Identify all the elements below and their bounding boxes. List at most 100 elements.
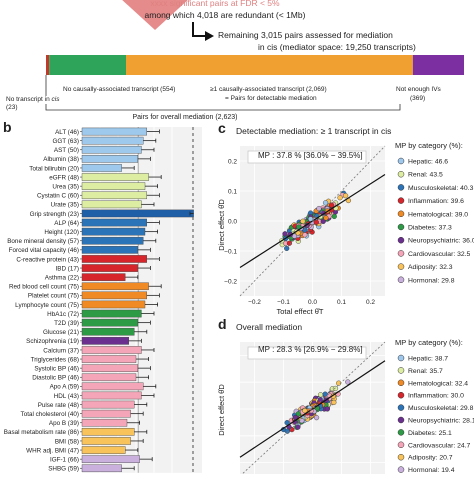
bar-19 [81,300,146,309]
overall-bracket [45,104,401,111]
scatter-c: −0.2 −0.1 0.0 0.1 0.2 0.2 0.1 0.0 −0.1 −0.2 [224,145,386,306]
bar-label-37: SHBG (59) [48,466,79,473]
bar-label-35: WHR adj. BMI (47) [26,447,79,454]
bar-label-14: C-reactive protein (43) [16,256,79,263]
legendD-item-4: Musculoskeletal: 29.8 [408,405,474,412]
bar-22 [81,327,135,336]
legendC-swatch-5 [397,223,405,231]
legendC-item-5: Diabetes: 37.3 [408,225,452,232]
label-no-transcript-count: (23) [6,104,18,111]
bar-13 [81,246,138,254]
bar-label-28: Apo A (59) [50,384,79,391]
bar-3 [81,155,138,163]
legendC-item-1: Renal: 43.5 [408,172,443,179]
bar-label-9: Grip strength (23) [30,211,79,218]
bar-label-34: BMI (58) [55,438,79,445]
legend-c: Hepatic: 46.6 Renal: 43.5 Musculoskeletal:… [397,157,474,284]
legendC-swatch-3 [397,197,405,204]
scatterC-point [313,219,319,225]
panel-c-mp: MP : 37.8 % [36.0% − 39.5%] [258,151,363,160]
bar-5 [81,173,149,181]
legendC-swatch-0 [397,157,405,165]
bar-24 [81,346,142,354]
bar-35 [81,446,126,454]
legendC-item-7: Cardiovascular: 32.5 [408,251,471,258]
scatterC-point [286,240,293,246]
legend-d: Hepatic: 38.7 Renal: 35.7 Hematological: 3… [397,354,474,474]
scatterC-xtick-0: −0.2 [248,299,261,306]
scatterD-point [302,408,308,414]
scatterC-ytick-1: 0.1 [228,189,237,196]
scatterC-ytick-0: 0.2 [228,159,237,166]
scatterC-point [331,213,337,220]
bar-label-36: IGF-1 (66) [50,456,79,463]
panel-a-line3: Remaining 3,015 pairs assessed for media… [218,30,393,40]
label-causal-2: = Pairs for detectable mediation [225,95,317,102]
bar-23 [81,337,129,345]
scatterC-identity-line [239,145,386,297]
legendD-item-7: Cardiovascular: 24.7 [408,442,471,449]
bar-label-16: Asthma (22) [45,274,79,281]
label-no-causal: No causally-associated transcript (554) [63,86,175,93]
bar-2 [81,145,142,154]
bar-7 [81,191,148,200]
panel-c-letter: c [218,120,226,136]
bar-label-11: Height (120) [44,229,79,236]
bar-label-3: Albumin (38) [43,156,79,163]
legendD-swatch-1 [397,367,405,374]
scatterD-point [345,379,351,385]
panel-d-letter: d [218,316,227,332]
bar-0 [81,127,148,136]
panel-d-ylabel: Direct effect θ̂D [217,384,226,436]
legendC-item-6: Neuropsychiatric: 36.0 [408,238,474,245]
legendD-item-0: Hepatic: 38.7 [408,356,448,363]
bar-29 [81,391,142,400]
bar-1 [81,136,144,145]
legendD-item-6: Diabetes: 25.1 [408,430,452,437]
scatterD-mp-box [247,346,367,360]
bar-37 [81,464,122,473]
bar-label-8: Urate (35) [51,202,79,209]
bar-label-18: Platelet count (75) [28,293,79,300]
bar-segment-3 [412,55,464,75]
legendC-swatch-6 [397,236,405,244]
bar-33 [81,428,135,436]
bar-9 [81,209,194,218]
scatterC-point [322,200,329,206]
bar-26 [81,364,138,372]
bar-label-12: Bone mineral density (57) [7,238,79,245]
bar-label-0: ALT (46) [55,129,79,136]
bar-20 [81,309,142,318]
legendD-item-5: Neuropsychiatric: 28.1 [408,418,474,425]
panel-a-line2: among which 4,018 are redundant (< 1Mb) [145,10,306,20]
bar-14 [81,255,148,263]
bar-4 [81,164,122,172]
panel-a-line4: in cis (mediator space: 19,250 transcrip… [258,42,416,52]
bar-label-27: Diastolic BP (46) [32,375,79,382]
legend-c-title: MP by category (%): [395,141,463,150]
scatterD-fit-line [239,360,386,458]
label-no-transcript: No transcript in cis [6,96,60,103]
bar-label-13: Forced vital capacity (46) [9,247,79,254]
bar-label-19: Lymphocyte count (75) [15,302,79,309]
bar-label-21: T2D (39) [54,320,79,327]
scatterD-identity-line [239,341,386,477]
bar-16 [81,273,126,281]
scatterC-point [300,218,306,224]
label-not-enough-count: (369) [410,95,425,102]
scatterD-point [284,428,290,434]
label-overall: Pairs for overall mediation (2,623) [132,114,237,121]
bar-34 [81,437,131,445]
scatterD-point [322,391,328,397]
scatterC-xtick-3: 0.1 [337,299,346,306]
bar-label-33: Basal metabolism rate (86) [4,429,79,436]
legendD-swatch-9 [397,466,405,473]
bar-label-30: Pulse rate (48) [38,402,79,409]
legend-d-title: MP by category (%): [395,338,463,347]
bar-label-7: Cystatin C (60) [37,193,79,200]
label-not-enough: Not enough IVs [396,86,442,93]
bar-label-29: HDL (43) [54,393,79,400]
legendD-swatch-6 [397,429,405,436]
bar-36 [81,455,140,463]
